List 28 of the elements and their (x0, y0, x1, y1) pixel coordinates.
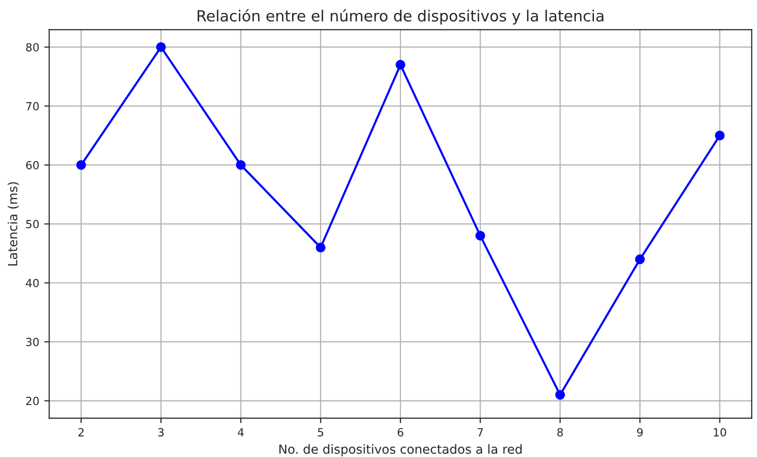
x-tick-label: 6 (398, 428, 404, 436)
x-tick-label: 7 (478, 428, 483, 436)
y-tick-label: 70 (26, 102, 39, 110)
y-tick-label: 80 (26, 43, 39, 52)
point (236, 160, 246, 170)
point (156, 42, 166, 52)
x-tick-label: 8 (557, 428, 563, 436)
x-tick-label: 5 (318, 428, 324, 436)
x-tick-label: 4 (238, 428, 244, 436)
y-tick-label: 20 (26, 396, 39, 406)
x-axis-title: No. de dispositivos conectados a la red (279, 444, 522, 456)
point (555, 390, 565, 400)
y-tick-label: 60 (26, 160, 39, 170)
chart-title: Relación entre el número de dispositivos y la latencia (198, 9, 604, 25)
x-tick-label: 10 (714, 428, 726, 436)
point (475, 230, 486, 241)
x-tick-label: 9 (637, 428, 643, 436)
x-tick-label: 2 (78, 428, 84, 436)
point (714, 130, 725, 140)
point (396, 60, 406, 70)
point (76, 160, 86, 170)
y-tick-label: 30 (26, 338, 39, 346)
y-tick-label: 40 (26, 278, 39, 288)
y-axis-title: Latencia (ms) (8, 182, 19, 266)
y-tick-label: 50 (26, 220, 39, 228)
x-tick-label: 3 (158, 428, 164, 436)
point (316, 242, 326, 252)
point (635, 254, 645, 264)
